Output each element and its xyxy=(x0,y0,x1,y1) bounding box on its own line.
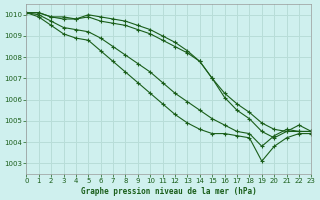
X-axis label: Graphe pression niveau de la mer (hPa): Graphe pression niveau de la mer (hPa) xyxy=(81,187,257,196)
